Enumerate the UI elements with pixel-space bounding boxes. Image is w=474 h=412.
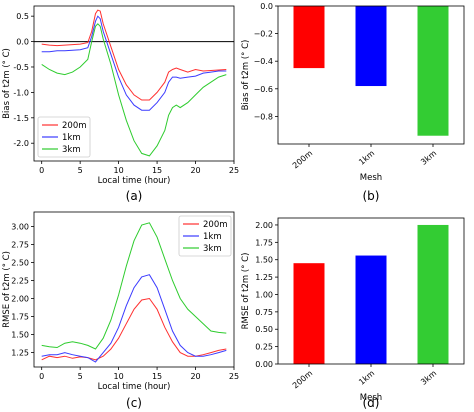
y-tick-label: −0.8: [254, 112, 273, 121]
bar-3km: [417, 6, 449, 136]
legend-label: 3km: [62, 145, 81, 155]
x-tick-label: 0: [39, 372, 44, 381]
y-tick-label: −0.2: [254, 30, 273, 39]
x-tick-label: 1km: [357, 149, 376, 167]
y-tick-label: 2.00: [11, 295, 29, 304]
y-tick-label: 1.50: [255, 256, 273, 265]
y-axis-label: RMSE of t2m (° C): [241, 253, 251, 330]
plot-frame-a: [33, 5, 235, 162]
x-tick-label: 10: [114, 372, 124, 381]
x-tick-label: 3km: [419, 369, 438, 387]
x-tick-label: 20: [190, 166, 200, 175]
panel-label: (c): [126, 396, 142, 410]
y-tick-label: −0.4: [254, 57, 273, 66]
bar-1km: [355, 6, 387, 87]
y-axis-label: RMSE of t2m (° C): [2, 251, 12, 328]
y-tick-label: 0.00: [255, 360, 273, 369]
legend-label: 200m: [203, 220, 228, 230]
x-tick-label: 15: [152, 166, 162, 175]
series-line-1km: [41, 15, 227, 111]
x-tick-label: 10: [114, 166, 124, 175]
legend-box: [178, 215, 232, 257]
x-tick-label: 25: [229, 372, 239, 381]
y-tick-label: 1.00: [255, 290, 273, 299]
x-axis-label: Local time (hour): [98, 382, 171, 392]
bar-1km: [355, 255, 387, 364]
y-tick-label: 1.75: [11, 313, 29, 322]
y-tick-label: -1.0: [13, 88, 29, 97]
x-tick-label: 20: [190, 372, 200, 381]
y-tick-label: 3.00: [11, 222, 29, 231]
x-axis-label: Mesh: [360, 173, 382, 183]
y-tick-label: 2.25: [11, 276, 29, 285]
y-tick-label: 1.75: [255, 238, 273, 247]
panel-label: (a): [126, 189, 143, 203]
legend-label: 200m: [62, 121, 87, 131]
y-tick-label: 2.75: [11, 240, 29, 249]
y-tick-label: 0.0: [16, 38, 29, 47]
series-line-200m: [41, 297, 227, 361]
y-tick-label: -2.0: [13, 139, 29, 148]
y-tick-label: 0.5: [16, 12, 29, 21]
legend-label: 1km: [203, 232, 222, 242]
y-tick-label: 2.50: [11, 258, 29, 267]
bar-3km: [417, 224, 449, 364]
y-axis-label: Bias of t2m (° C): [241, 40, 251, 111]
series-line-3km: [41, 222, 227, 350]
x-tick-label: 200m: [291, 369, 315, 391]
bar-200m: [293, 6, 325, 69]
y-tick-label: −0.6: [254, 85, 273, 94]
bar-200m: [293, 263, 325, 364]
panel-label: (b): [363, 189, 380, 203]
x-tick-label: 5: [78, 372, 83, 381]
series-line-3km: [41, 23, 227, 157]
y-tick-label: -0.5: [13, 63, 29, 72]
y-tick-label: 0.25: [255, 343, 273, 352]
legend-label: 1km: [62, 133, 81, 143]
y-tick-label: 0.75: [255, 308, 273, 317]
x-tick-label: 25: [229, 166, 239, 175]
x-axis-label: Local time (hour): [98, 176, 171, 186]
panel-label: (d): [363, 396, 380, 410]
y-tick-label: 1.25: [255, 273, 273, 282]
x-axis-label: Mesh: [360, 393, 382, 403]
y-tick-label: 1.25: [11, 349, 29, 358]
y-axis-label: Bias of t2m (° C): [2, 48, 12, 119]
legend-box: [37, 116, 91, 158]
x-tick-label: 3km: [419, 149, 438, 167]
plot-frame-d: [277, 217, 465, 365]
y-tick-label: 0.50: [255, 325, 273, 334]
x-tick-label: 1km: [357, 369, 376, 387]
plot-frame-c: [33, 211, 235, 368]
x-tick-label: 200m: [291, 149, 315, 171]
plot-frame-b: [277, 5, 465, 145]
x-tick-label: 5: [78, 166, 83, 175]
y-tick-label: 1.50: [11, 331, 29, 340]
y-tick-label: 2.00: [255, 221, 273, 230]
x-tick-label: 0: [39, 166, 44, 175]
series-line-1km: [41, 274, 227, 363]
x-tick-label: 15: [152, 372, 162, 381]
y-tick-label: -1.5: [13, 114, 29, 123]
y-tick-label: 0.0: [260, 2, 273, 11]
series-line-200m: [41, 9, 227, 101]
legend-label: 3km: [203, 244, 222, 254]
